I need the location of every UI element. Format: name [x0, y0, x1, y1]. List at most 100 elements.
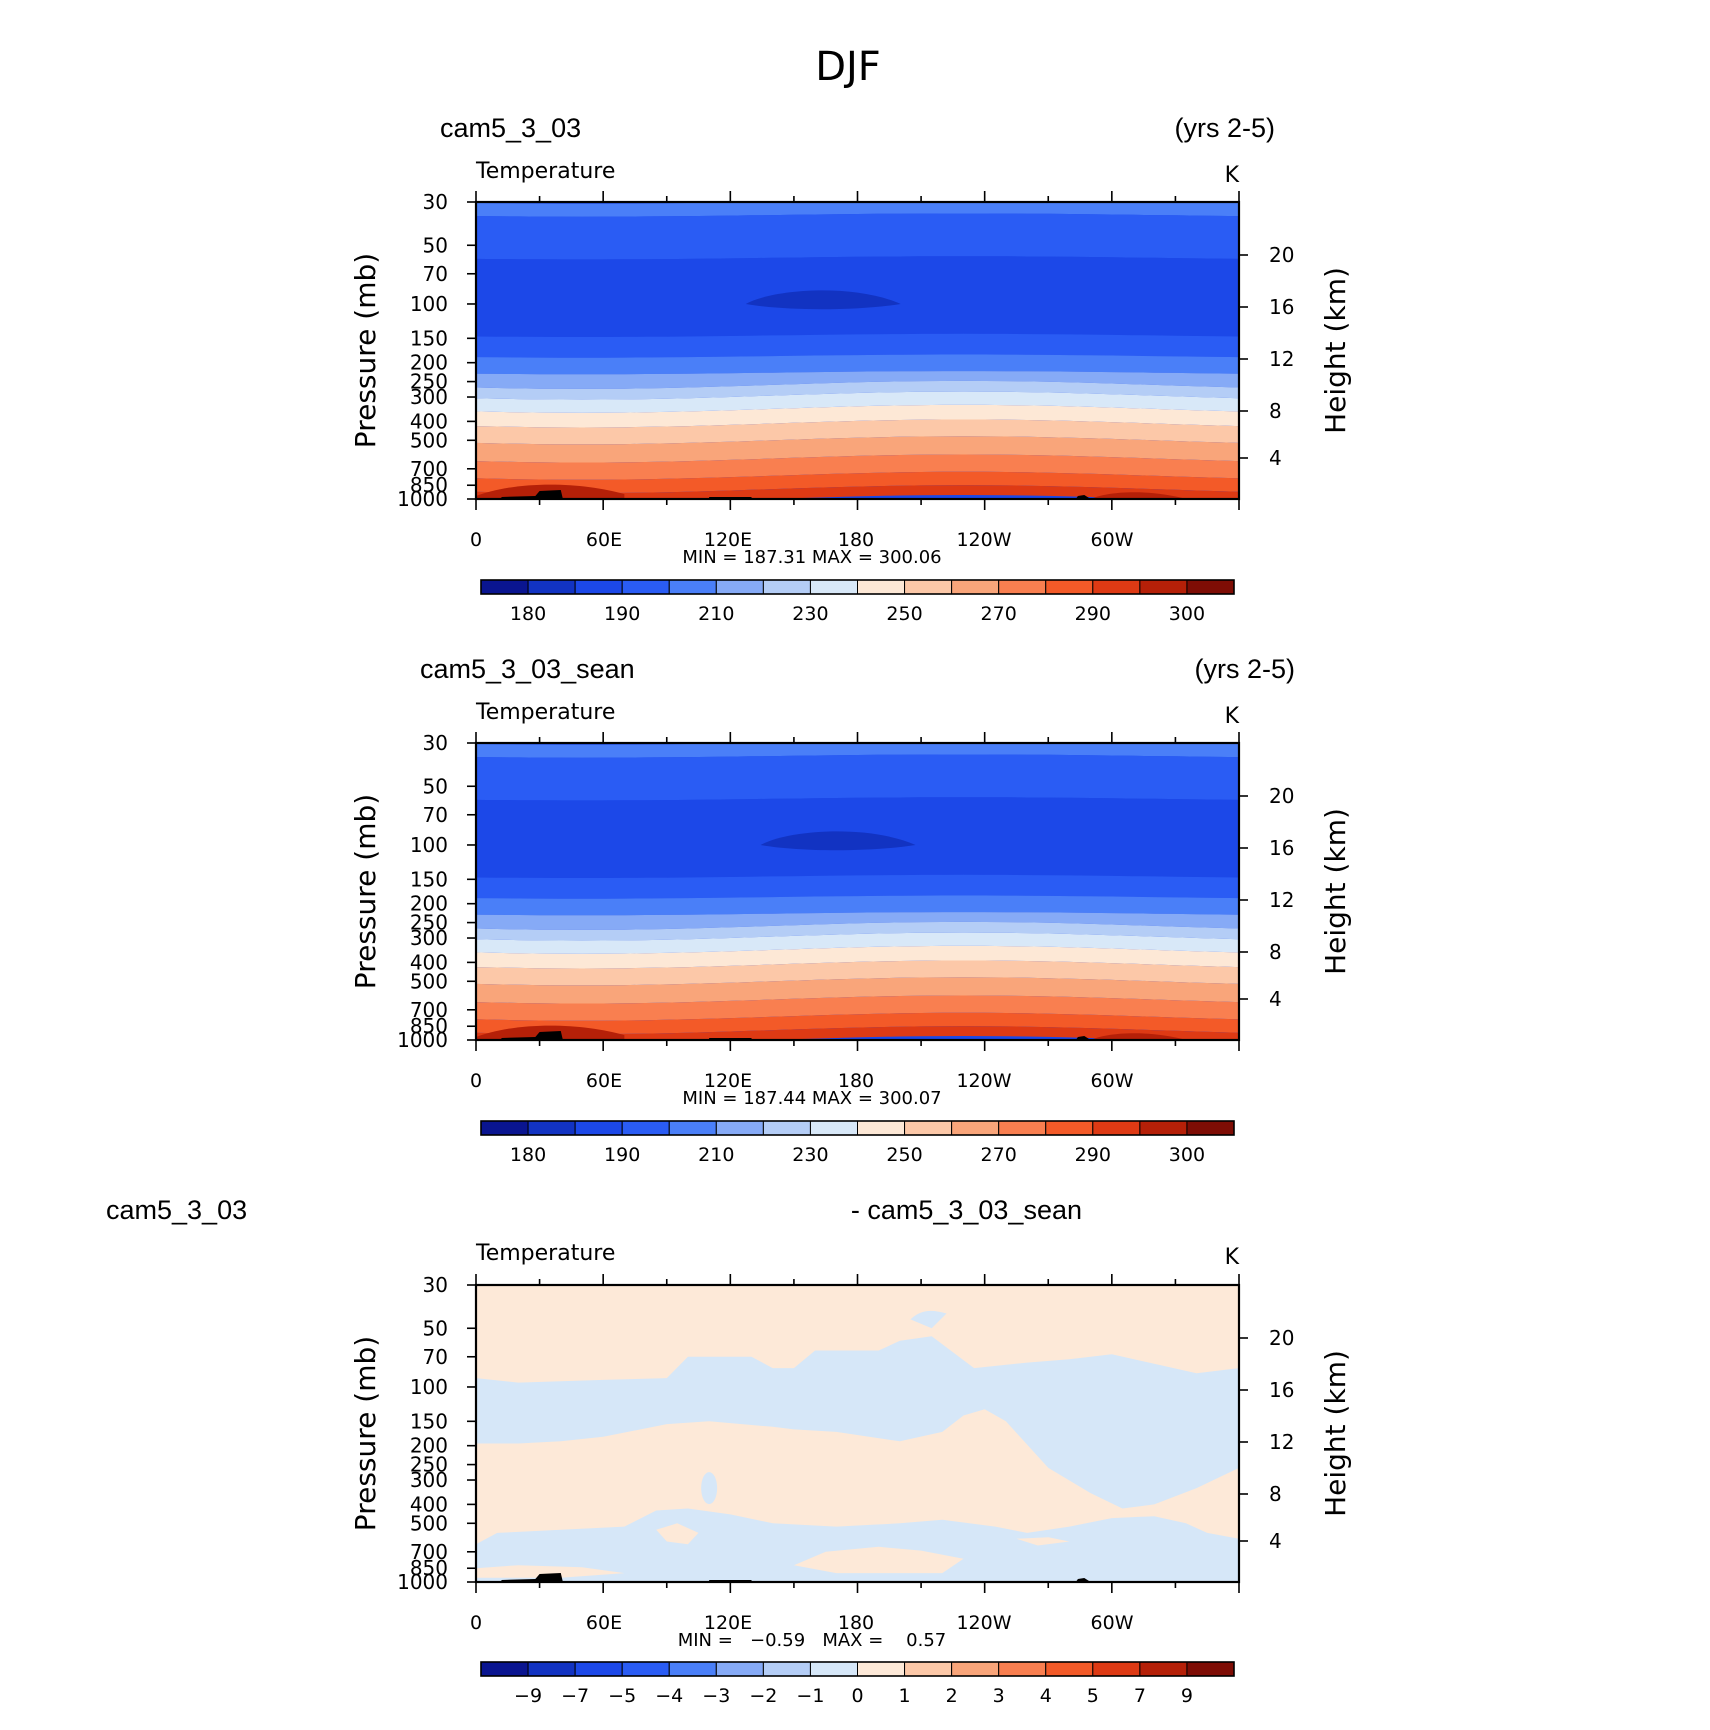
panel-1-colorbar-label: 250 [886, 603, 922, 625]
panel-2-colorbar-swatch [668, 1120, 717, 1136]
panel-2-variable-label: Temperature [475, 700, 615, 725]
panel-2-colorbar-swatch [480, 1120, 529, 1136]
panel-1-contour-fill [476, 202, 1239, 499]
panel-1-colorbar-label: 230 [792, 603, 828, 625]
panel-1-colorbar-swatch [857, 579, 906, 595]
panel-3-colorbar-swatch [1092, 1661, 1141, 1677]
panel-1-contour-band [476, 333, 1239, 358]
panel-3-negative-island [910, 1310, 947, 1329]
panel-3-colorbar-frame [480, 1661, 1235, 1677]
panel-1-pressure-tick-label: 1000 [397, 487, 448, 511]
panel-2-pressure-tick-label: 30 [423, 731, 448, 755]
panel-1-pressure-tick-label: 100 [410, 292, 448, 316]
panel-3-colorbar-swatch [998, 1661, 1047, 1677]
panel-2-colorbar-label: 250 [886, 1144, 922, 1166]
panel-1-y-axis-title: Pressure (mb) [349, 253, 382, 448]
panel-3-pressure-tick-label: 250 [410, 1453, 448, 1477]
panel-2-colorbar-swatch [715, 1120, 764, 1136]
panel-1-pressure-tick-label: 200 [410, 351, 448, 375]
panel-3-positive-pocket [793, 1546, 964, 1574]
panel-3-pressure-tick-label: 500 [410, 1511, 448, 1535]
panel-3-pressure-tick-label: 1000 [397, 1570, 448, 1594]
panel-2-pressure-tick-label: 150 [410, 867, 448, 891]
panel-3-colorbar-label: 5 [1087, 1685, 1099, 1707]
panel-3-colorbar-swatch [809, 1661, 858, 1677]
panel-1-contour-band [476, 419, 1239, 445]
topography-africa [501, 490, 563, 499]
panel-1-contour-band [476, 371, 1239, 389]
panel-3-height-tick-label: 20 [1269, 1326, 1294, 1350]
panel-3-positive-pocket [656, 1523, 699, 1545]
panel-2-pressure-tick-label: 200 [410, 892, 448, 916]
panel-2-colorbar-swatch [574, 1120, 623, 1136]
panel-2-colorbar-label: 230 [792, 1144, 828, 1166]
panel-2-colorbar-swatch [809, 1120, 858, 1136]
panel-1-cold-core [745, 290, 901, 310]
panel-1-contour-band [476, 404, 1239, 428]
panel-2-longitude-tick-label: 120E [704, 1070, 752, 1092]
panel-2-height-tick-label: 8 [1269, 940, 1282, 964]
panel-3-pressure-tick-label: 150 [410, 1409, 448, 1433]
panel-3-colorbar-label: −2 [749, 1685, 777, 1707]
panel-2-colorbar-swatch [1092, 1120, 1141, 1136]
panel-1-colorbar-swatch [762, 579, 811, 595]
panel-3-pressure-tick-label: 50 [423, 1316, 448, 1340]
panel-3-pressure-tick-label: 700 [410, 1540, 448, 1564]
panel-3-colorbar-label: −1 [796, 1685, 824, 1707]
panel-2-right-title: (yrs 2-5) [1195, 654, 1296, 684]
panel-2: cam5_3_03_sean (yrs 2-5) Temperature K 3… [349, 654, 1352, 1166]
panel-2-pressure-tick-label: 500 [410, 969, 448, 993]
panel-2-contour-band [476, 945, 1239, 969]
panel-2-contour-band [476, 743, 1239, 758]
panel-3-colorbar-label: 7 [1134, 1685, 1146, 1707]
panel-3-pressure-tick-label: 30 [423, 1273, 448, 1297]
panel-2-contour-band [476, 960, 1239, 986]
panel-2-pressure-tick-label: 100 [410, 833, 448, 857]
panel-1-contour-band [476, 391, 1239, 413]
panel-1-contour-band [476, 471, 1239, 494]
panel-1-colorbar-swatch [951, 579, 1000, 595]
panel-1-colorbar-swatch [998, 579, 1047, 595]
panel-2-y-axis-title: Pressure (mb) [349, 794, 382, 989]
panel-1-colorbar-swatch [1139, 579, 1188, 595]
panel-2-contour-fill [476, 743, 1239, 1040]
panel-1-pressure-tick-label: 50 [423, 233, 448, 257]
panel-2-units-label: K [1225, 704, 1240, 729]
panel-1-pressure-tick-label: 400 [410, 409, 448, 433]
figure-title: DJF [815, 44, 881, 90]
panel-2-colorbar-label: 210 [698, 1144, 734, 1166]
panel-3-longitude-tick-label: 0 [470, 1612, 482, 1634]
panel-2-y2-axis-title: Height (km) [1319, 808, 1352, 975]
panel-3-negative-region [476, 1336, 1239, 1509]
panel-3-colorbar-label: −3 [702, 1685, 730, 1707]
panel-2-contour-band [476, 995, 1239, 1021]
panel-3-colorbar-swatch [527, 1661, 576, 1677]
panel-3-right-title: - cam5_3_03_sean [851, 1195, 1082, 1225]
topography-africa [501, 1031, 563, 1040]
panel-3-colorbar-swatch [621, 1661, 670, 1677]
panel-1-pressure-tick-label: 70 [423, 262, 448, 286]
panel-1-height-tick-label: 12 [1269, 347, 1294, 371]
panel-1-colorbar-swatch [480, 579, 529, 595]
panel-3-colorbar-swatch [762, 1661, 811, 1677]
panel-3-pressure-tick-label: 200 [410, 1434, 448, 1458]
panel-2-height-tick-label: 20 [1269, 784, 1294, 808]
panel-2-colorbar-label: 190 [604, 1144, 640, 1166]
panel-2-pressure-tick-label: 70 [423, 803, 448, 827]
panel-2-colorbar-swatch [1186, 1120, 1235, 1136]
panel-1-colorbar-swatch [1045, 579, 1094, 595]
panel-2-colorbar-swatch [1139, 1120, 1188, 1136]
panel-3-height-tick-label: 4 [1269, 1529, 1282, 1553]
panel-1-colorbar-label: 190 [604, 603, 640, 625]
panel-3-colorbar-swatch [574, 1661, 623, 1677]
panel-3-positive-pocket [1016, 1537, 1070, 1546]
panel-1-colorbar-swatch [527, 579, 576, 595]
panel-1-colorbar-swatch [904, 579, 953, 595]
panel-3-colorbar-label: −4 [655, 1685, 683, 1707]
panel-3-colorbar-swatch [951, 1661, 1000, 1677]
panel-2-colorbar-swatch [762, 1120, 811, 1136]
panel-3-minmax: MIN = −0.59 MAX = 0.57 [678, 1630, 947, 1651]
topography-africa [501, 1573, 563, 1582]
